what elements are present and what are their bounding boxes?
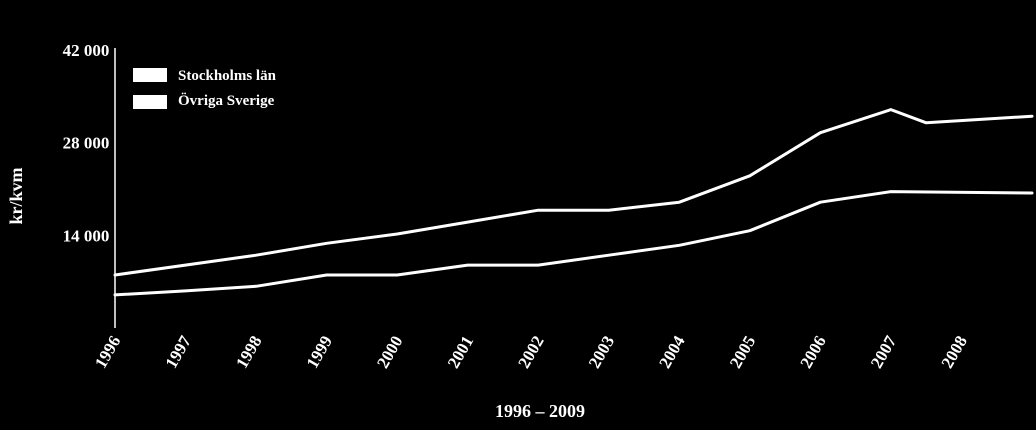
x-tick-label: 2008	[937, 333, 970, 372]
y-axis-title: kr/kvm	[6, 167, 26, 224]
x-tick-label: 1998	[232, 333, 265, 372]
y-tick-label: 42 000	[63, 41, 110, 60]
series-line-ovriga	[113, 190, 1034, 297]
legend-label-stockholm: Stockholms län	[178, 68, 277, 84]
legend-swatch-stockholm	[133, 68, 167, 82]
x-tick-label: 2002	[514, 333, 547, 372]
x-tick-label: 1996	[91, 333, 124, 372]
legend: Stockholms län Övriga Sverige	[133, 68, 277, 109]
series-lines	[113, 108, 1034, 297]
x-tick-label: 2000	[373, 333, 406, 372]
legend-swatch-ovriga	[133, 95, 167, 109]
x-tick-label: 2005	[726, 333, 759, 372]
y-tick-label: 28 000	[63, 134, 110, 153]
x-axis-title: 1996 – 2009	[495, 401, 585, 421]
x-tick-label: 2007	[867, 332, 901, 371]
x-tick-label: 2006	[796, 333, 829, 372]
y-tick-label: 14 000	[63, 226, 110, 245]
x-tick-labels: 1996 1997 1998 1999 2000 2001 2002 2003 2004 2005…	[91, 332, 971, 371]
y-tick-labels: 14 000 28 000 42 000	[63, 41, 110, 245]
x-tick-label: 1999	[303, 333, 336, 372]
legend-label-ovriga: Övriga Sverige	[178, 92, 275, 109]
x-tick-label: 2003	[585, 333, 618, 372]
x-tick-label: 1997	[162, 332, 196, 371]
x-tick-label: 2004	[655, 332, 689, 371]
x-tick-label: 2001	[444, 333, 477, 372]
series-line-stockholm	[113, 108, 1034, 277]
